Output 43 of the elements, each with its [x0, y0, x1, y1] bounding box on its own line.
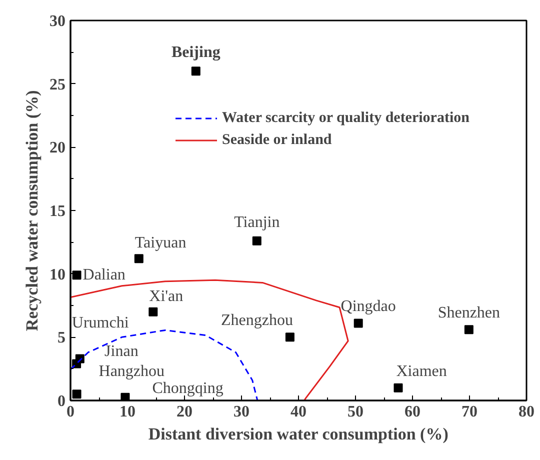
annotation: Qingdao — [340, 298, 396, 316]
x-axis-title: Distant diversion water consumption (%) — [148, 424, 448, 444]
annotation: Urumchi — [72, 314, 130, 332]
point — [464, 325, 474, 334]
point — [72, 390, 82, 399]
legend-label: Seaside or inland — [222, 132, 332, 148]
annotation: Shenzhen — [438, 304, 500, 322]
annotation: Xi'an — [149, 288, 184, 305]
annotation: Dalian — [82, 266, 126, 284]
annotation: Beijing — [171, 44, 220, 62]
y-tick-label: 10 — [50, 266, 66, 284]
point — [252, 236, 262, 246]
point — [72, 270, 82, 280]
x-tick-label: 20 — [176, 404, 192, 420]
point — [148, 307, 158, 316]
point — [191, 66, 200, 76]
annotation: Jinan — [104, 342, 138, 360]
x-tick-label: 30 — [234, 404, 250, 420]
annotation: Tianjin — [234, 214, 280, 231]
legend-label: Water scarcity or quality deterioration — [222, 110, 470, 126]
y-tick-label: 5 — [58, 330, 66, 347]
point — [354, 318, 363, 328]
annotation: Zhengzhou — [220, 312, 293, 330]
y-tick-label: 30 — [50, 13, 66, 30]
annotation: Xiamen — [396, 362, 447, 380]
x-tick-label: 60 — [404, 404, 420, 420]
point — [285, 332, 294, 342]
point — [394, 383, 403, 392]
line-series — [70, 329, 258, 400]
x-tick-label: 50 — [348, 404, 364, 420]
annotation: Taiyuan — [134, 234, 186, 252]
x-tick-label: 10 — [120, 404, 136, 420]
annotation: Hangzhou — [98, 363, 165, 380]
annotation: Chongqing — [152, 380, 224, 397]
y-tick-label: 20 — [50, 140, 66, 157]
point — [134, 254, 144, 264]
y-tick-label: 0 — [58, 393, 66, 410]
x-tick-label: 40 — [290, 404, 306, 420]
y-axis-title: Recycled water consumption (%) — [22, 90, 42, 332]
y-tick-label: 25 — [50, 76, 66, 94]
y-tick-label: 15 — [50, 203, 66, 220]
x-tick-label: 70 — [462, 404, 478, 420]
x-tick-label: 80 — [518, 404, 534, 420]
